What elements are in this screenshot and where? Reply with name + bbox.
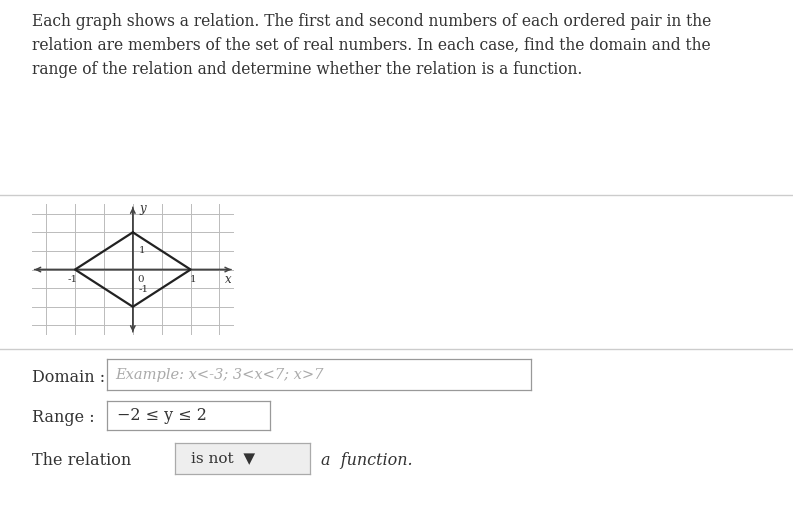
Text: The relation: The relation [32,452,131,469]
Text: 1: 1 [139,245,145,254]
Text: −2 ≤ y ≤ 2: −2 ≤ y ≤ 2 [117,407,207,424]
Text: Domain :: Domain : [32,369,105,386]
Text: Example: x<-3; 3<x<7; x>7: Example: x<-3; 3<x<7; x>7 [116,367,324,382]
Text: a  function.: a function. [321,452,413,469]
Text: 1: 1 [190,275,197,284]
Text: Range :: Range : [32,409,94,426]
Text: 0: 0 [137,275,144,284]
Text: Each graph shows a relation. The first and second numbers of each ordered pair i: Each graph shows a relation. The first a… [32,13,711,78]
Text: y: y [140,202,146,215]
Text: is not  ▼: is not ▼ [191,451,255,466]
Text: -1: -1 [67,275,77,284]
Text: x: x [225,273,232,286]
Text: -1: -1 [139,285,149,294]
